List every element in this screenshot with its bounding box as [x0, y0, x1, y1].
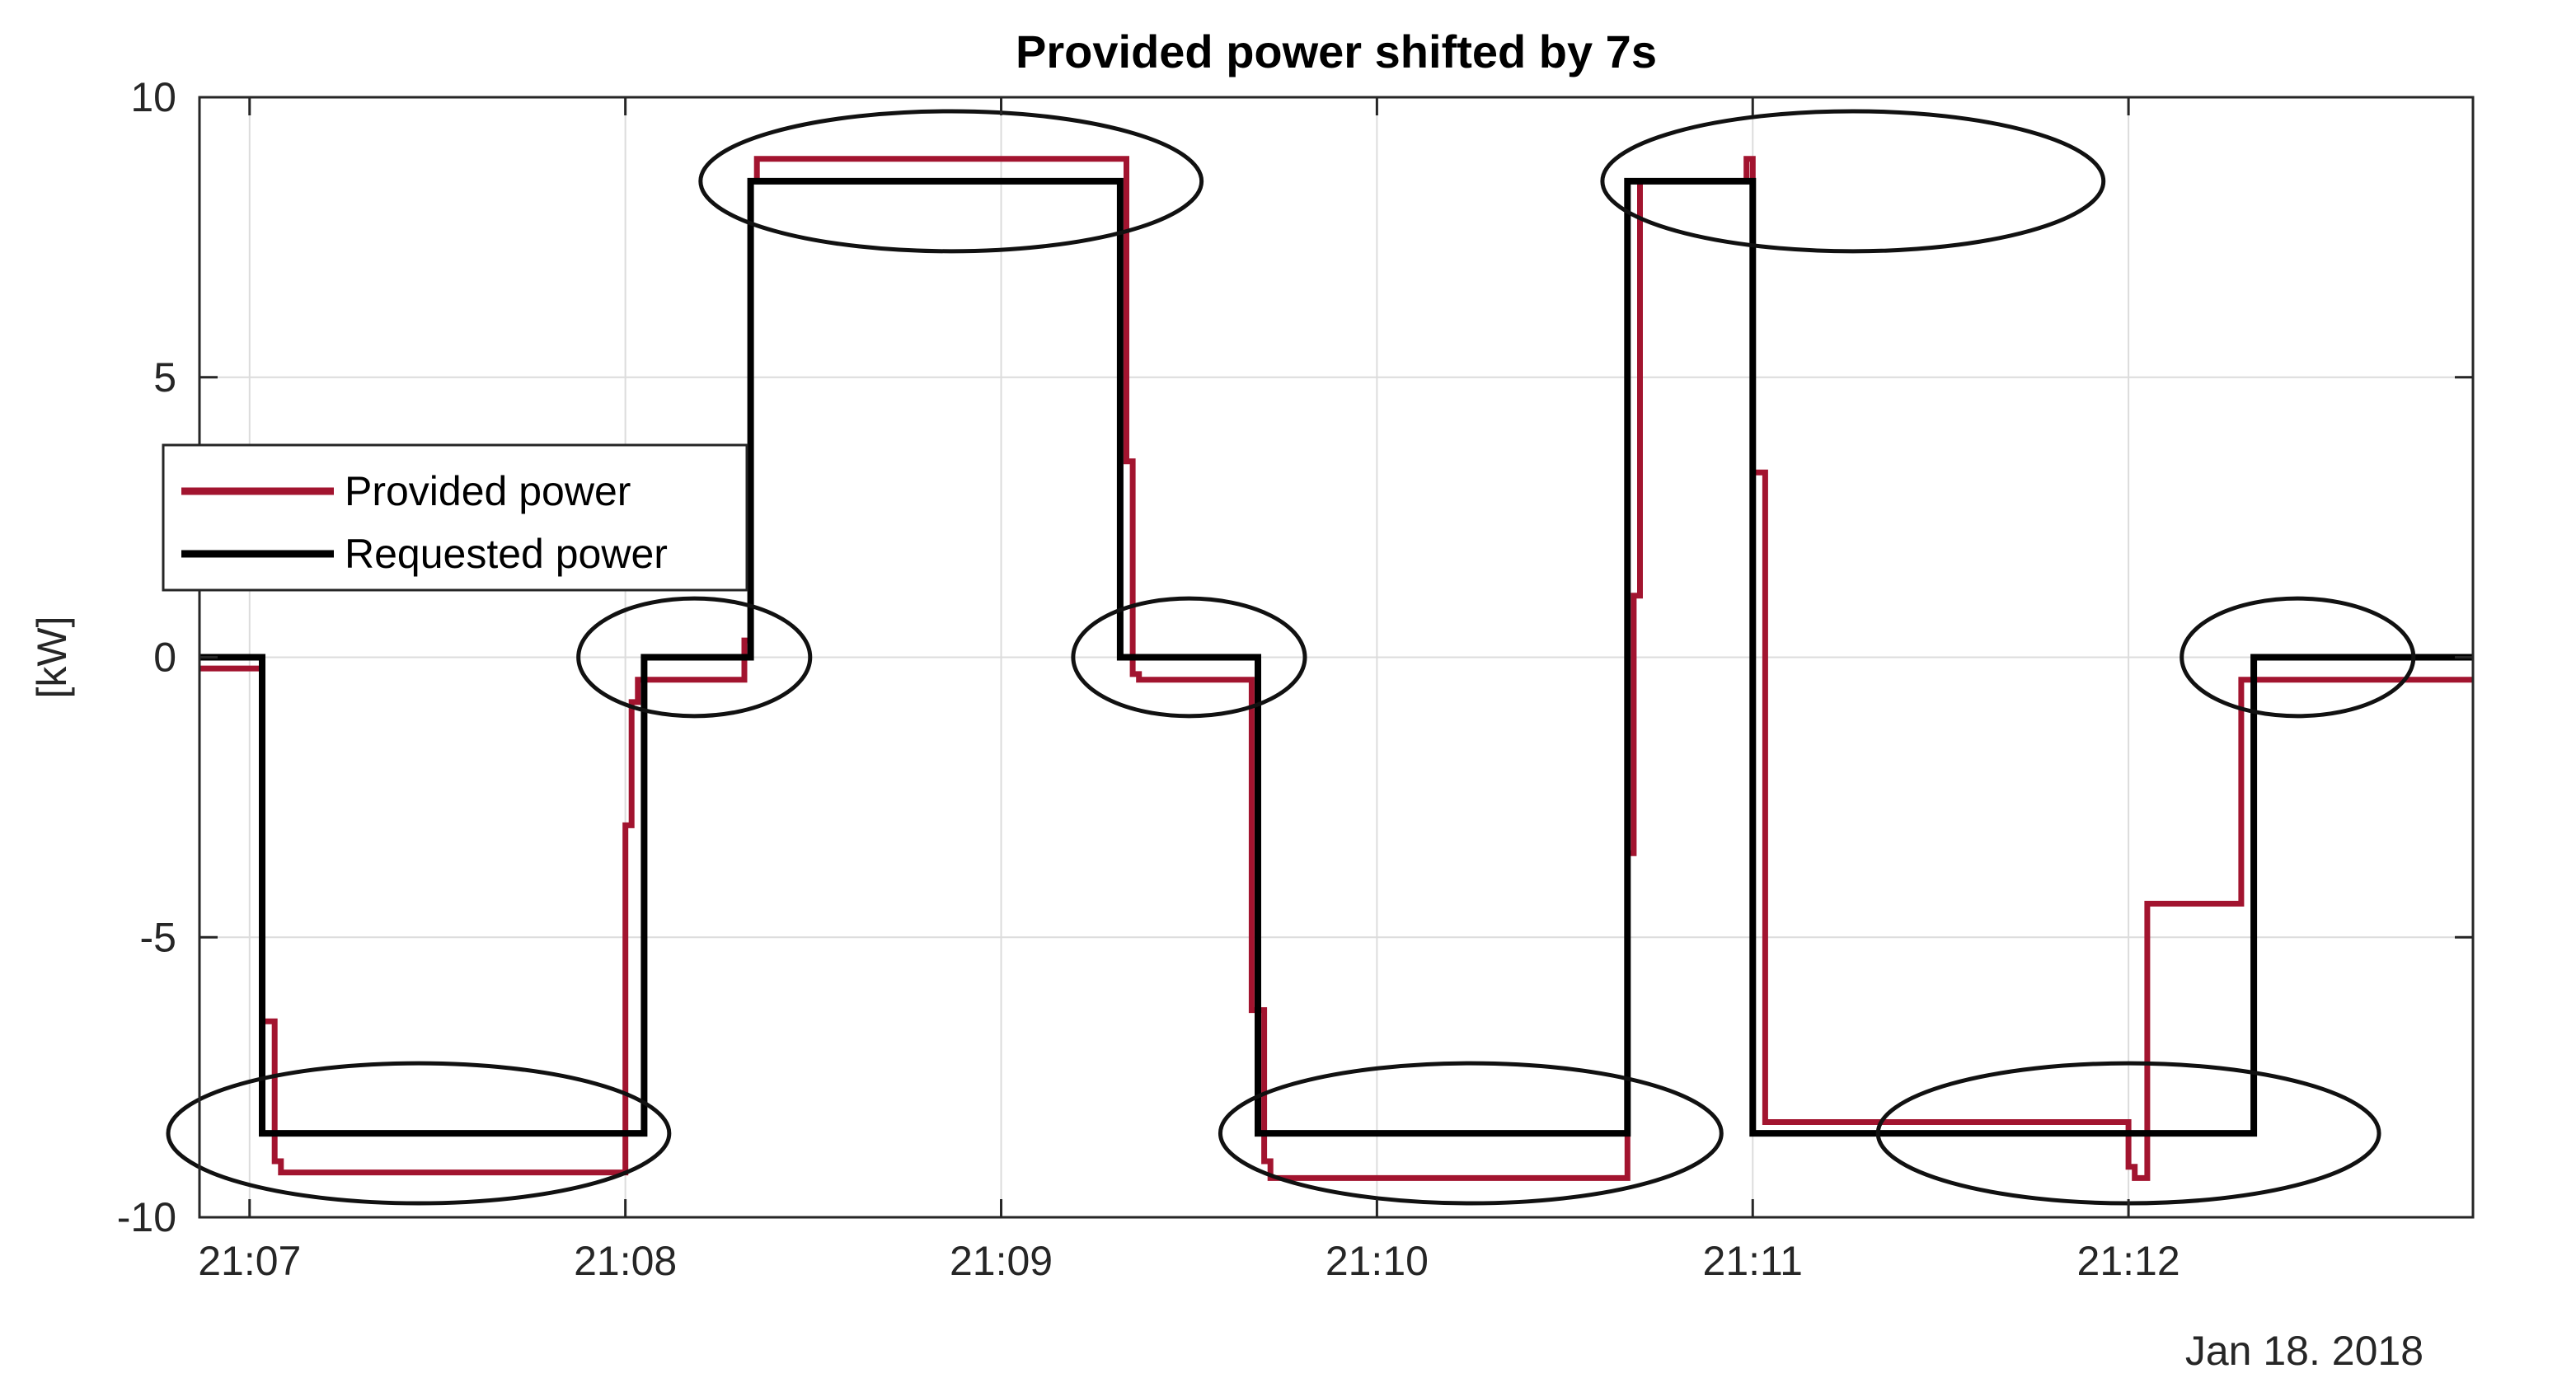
x-tick-label: 21:11: [1703, 1238, 1803, 1284]
x-tick-label: 21:10: [1326, 1238, 1429, 1284]
y-tick-label: 5: [153, 354, 176, 401]
annotation-group: [166, 109, 2416, 1206]
legend-box: [162, 443, 748, 592]
date-label: Jan 18. 2018: [2185, 1328, 2424, 1374]
y-axis-label: [kW]: [29, 616, 75, 699]
legend-label-provided-power: Provided power: [345, 468, 631, 514]
x-tick-label: 21:08: [574, 1238, 677, 1284]
annotation-ellipse: [166, 1061, 672, 1206]
ticks-group: 21:07 21:08 21:09 21:10 21:11 21:12 -10 -5 0 5 10: [117, 74, 2473, 1284]
y-tick-label: -5: [140, 914, 176, 960]
series-group: [199, 156, 2473, 1181]
legend-label-requested-power: Requested power: [345, 531, 668, 577]
y-tick-label: -10: [117, 1194, 176, 1240]
x-tick-label: 21:07: [198, 1238, 301, 1284]
series-line-requested-power: [199, 177, 2473, 1137]
annotation-ellipse: [576, 596, 813, 719]
annotation-ellipse: [1071, 596, 1307, 719]
annotation-ellipse: [1218, 1061, 1724, 1206]
y-tick-label: 10: [130, 74, 176, 120]
annotation-ellipse: [1600, 109, 2106, 254]
annotation-ellipse: [698, 109, 1204, 254]
x-tick-label: 21:09: [950, 1238, 1053, 1284]
x-tick-label: 21:12: [2077, 1238, 2180, 1284]
legend: Provided power Requested power: [162, 443, 748, 592]
chart-title: Provided power shifted by 7s: [1016, 26, 1657, 77]
y-tick-label: 0: [153, 635, 176, 681]
series-line-provided-power: [199, 156, 2473, 1181]
annotation-ellipse: [2180, 596, 2416, 719]
